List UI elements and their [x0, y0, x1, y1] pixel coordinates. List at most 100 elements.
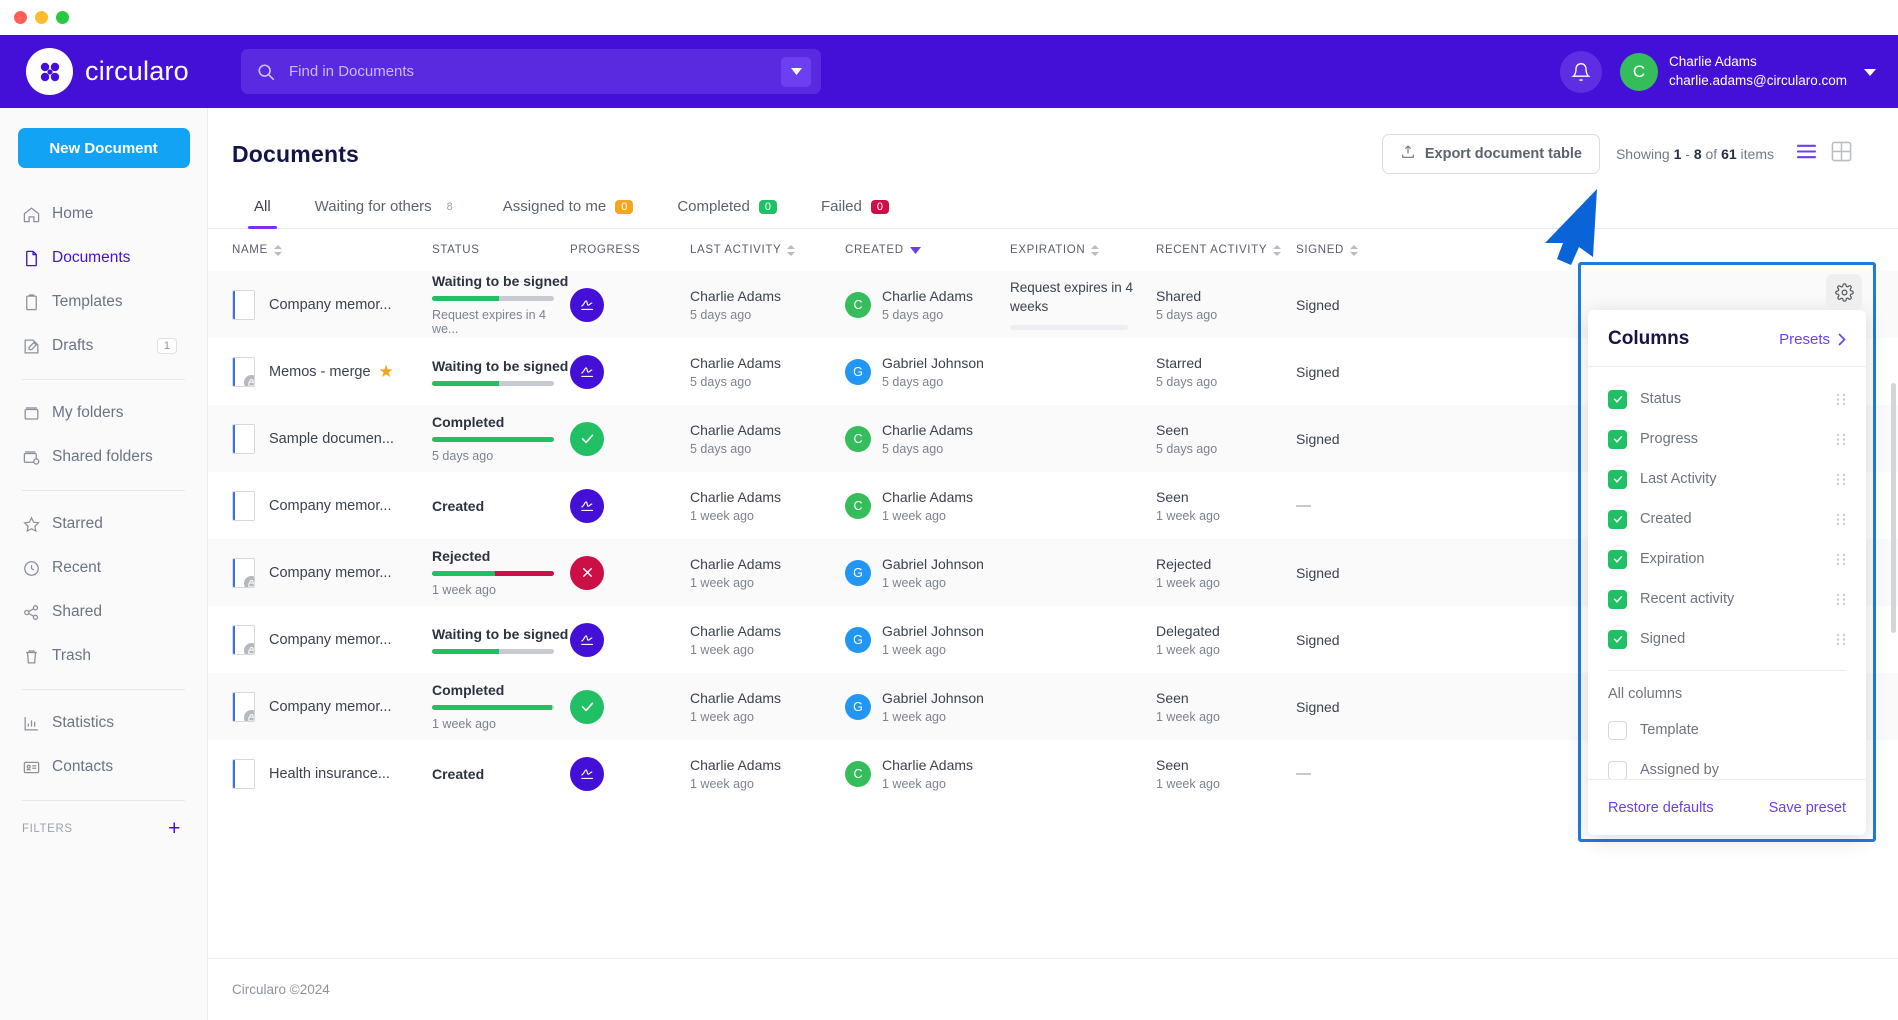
new-document-button[interactable]: New Document [17, 128, 190, 168]
drag-handle-icon[interactable] [1836, 553, 1846, 566]
column-toggle-item[interactable]: Progress [1588, 419, 1866, 459]
table-row[interactable]: Company memor... Waiting to be signed Char… [208, 606, 1898, 673]
sidebar-item-contacts[interactable]: Contacts [0, 745, 207, 789]
checkbox-checked-icon[interactable] [1608, 469, 1627, 489]
column-toggle-item[interactable]: Assigned by [1588, 750, 1866, 779]
cell-recent-activity: Starred 5 days ago [1156, 355, 1296, 389]
column-header-last-activity[interactable]: LAST ACTIVITY [690, 244, 845, 256]
search-filter-dropdown[interactable] [781, 56, 811, 87]
status-label: Waiting to be signed [432, 357, 569, 374]
search-input[interactable] [289, 63, 781, 80]
window-minimize-button[interactable] [35, 11, 48, 24]
column-toggle-item[interactable]: Recent activity [1588, 579, 1866, 619]
sidebar-item-documents[interactable]: Documents [0, 236, 207, 280]
sort-icon[interactable] [1350, 244, 1358, 256]
column-option-label: Expiration [1640, 551, 1705, 567]
drag-handle-icon[interactable] [1836, 513, 1846, 526]
cell-name[interactable]: Company memor... [232, 289, 432, 320]
column-header-created[interactable]: CREATED [845, 244, 1010, 256]
column-header-recent-activity[interactable]: RECENT ACTIVITY [1156, 244, 1296, 256]
checkbox-checked-icon[interactable] [1608, 389, 1627, 409]
tab-completed[interactable]: Completed 0 [655, 198, 799, 228]
column-toggle-item[interactable]: Created [1588, 499, 1866, 539]
window-close-button[interactable] [14, 11, 27, 24]
gear-icon[interactable] [1826, 274, 1862, 310]
checkbox-checked-icon[interactable] [1608, 509, 1627, 529]
cell-progress [570, 622, 690, 657]
column-header-expiration[interactable]: EXPIRATION [1010, 244, 1156, 256]
sort-icon[interactable] [273, 244, 282, 256]
column-toggle-item[interactable]: Last Activity [1588, 459, 1866, 499]
table-row[interactable]: Company memor... Created Charlie Adams 1 we… [208, 472, 1898, 539]
global-search[interactable] [241, 49, 821, 94]
checkbox-checked-icon[interactable] [1608, 589, 1627, 609]
tab-assigned-to-me[interactable]: Assigned to me 0 [481, 198, 656, 228]
column-header-name[interactable]: NAME [232, 244, 432, 256]
sidebar-item-my-folders[interactable]: My folders [0, 391, 207, 435]
brand-name: circularo [85, 56, 189, 86]
checkbox-checked-icon[interactable] [1608, 429, 1627, 449]
sort-icon[interactable] [1273, 244, 1282, 256]
tab-failed[interactable]: Failed 0 [799, 198, 911, 228]
presets-button[interactable]: Presets [1779, 331, 1846, 348]
notifications-button[interactable] [1559, 50, 1602, 93]
sidebar-item-shared-folders[interactable]: Shared folders [0, 435, 207, 479]
cell-name[interactable]: Memos - merge ★ [232, 356, 432, 387]
column-toggle-item[interactable]: Signed [1588, 619, 1866, 659]
status-sub-label: Request expires in 4 we... [432, 308, 546, 336]
cell-name[interactable]: Company memor... [232, 557, 432, 588]
drag-handle-icon[interactable] [1836, 393, 1846, 406]
cell-last-activity: Charlie Adams 5 days ago [690, 288, 845, 322]
cell-name[interactable]: Company memor... [232, 624, 432, 655]
export-document-table-button[interactable]: Export document table [1381, 134, 1600, 174]
drag-handle-icon[interactable] [1836, 593, 1846, 606]
sidebar-item-label: Starred [52, 515, 103, 532]
column-header-signed[interactable]: SIGNED [1296, 244, 1391, 256]
sidebar-item-drafts[interactable]: Drafts 1 [0, 324, 207, 368]
cell-name[interactable]: Company memor... [232, 490, 432, 521]
save-preset-link[interactable]: Save preset [1768, 799, 1846, 816]
grid-view-icon[interactable] [1831, 141, 1852, 167]
table-row[interactable]: Memos - merge ★ Waiting to be signed Charli… [208, 338, 1898, 405]
tab-waiting-for-others[interactable]: Waiting for others 8 [293, 198, 481, 228]
created-time: 1 week ago [882, 575, 946, 590]
checkbox-unchecked-icon[interactable] [1608, 720, 1627, 740]
vertical-scrollbar[interactable] [1891, 383, 1896, 633]
add-filter-button[interactable]: + [168, 817, 181, 840]
status-sub-label: 1 week ago [432, 717, 496, 731]
star-icon[interactable]: ★ [378, 361, 394, 381]
column-toggle-item[interactable]: Template [1588, 710, 1866, 750]
checkbox-checked-icon[interactable] [1608, 549, 1627, 569]
sidebar-item-shared[interactable]: Shared [0, 590, 207, 634]
column-toggle-item[interactable]: Status [1588, 379, 1866, 419]
sidebar-item-starred[interactable]: Starred [0, 502, 207, 546]
drag-handle-icon[interactable] [1836, 433, 1846, 446]
brand-logo[interactable]: circularo [26, 48, 226, 95]
list-view-icon[interactable] [1796, 143, 1817, 165]
chevron-down-icon[interactable] [1864, 63, 1876, 81]
drag-handle-icon[interactable] [1836, 473, 1846, 486]
sidebar-item-recent[interactable]: Recent [0, 546, 207, 590]
sort-icon[interactable] [787, 244, 796, 256]
column-option-label: Status [1640, 391, 1682, 407]
cell-name[interactable]: Company memor... [232, 691, 432, 722]
user-menu[interactable]: C Charlie Adams charlie.adams@circularo.… [1619, 52, 1876, 91]
created-time: 1 week ago [882, 776, 946, 791]
cell-name[interactable]: Health insurance... [232, 758, 432, 789]
window-maximize-button[interactable] [56, 11, 69, 24]
sidebar-item-statistics[interactable]: Statistics [0, 701, 207, 745]
sort-desc-icon[interactable] [909, 246, 921, 254]
tab-all[interactable]: All [232, 198, 293, 229]
checkbox-checked-icon[interactable] [1608, 629, 1627, 649]
sidebar-item-templates[interactable]: Templates [0, 280, 207, 324]
restore-defaults-link[interactable]: Restore defaults [1608, 799, 1714, 816]
checkbox-unchecked-icon[interactable] [1608, 760, 1627, 779]
sidebar-item-trash[interactable]: Trash [0, 634, 207, 678]
cell-name[interactable]: Sample documen... [232, 423, 432, 454]
sidebar-item-home[interactable]: Home [0, 192, 207, 236]
table-row[interactable]: Company memor... Waiting to be signed Requ… [208, 271, 1898, 338]
drag-handle-icon[interactable] [1836, 633, 1846, 646]
column-toggle-item[interactable]: Expiration [1588, 539, 1866, 579]
sort-icon[interactable] [1091, 244, 1100, 256]
table-row[interactable]: Health insurance... Created Charlie Adams 1… [208, 740, 1898, 807]
